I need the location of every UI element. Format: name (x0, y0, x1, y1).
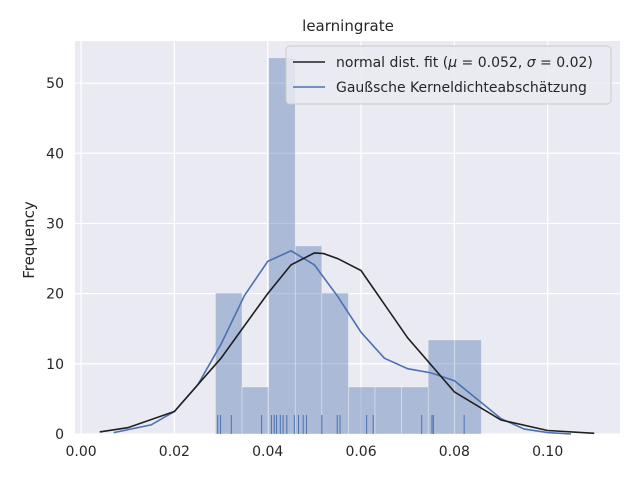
histogram-bar (374, 386, 402, 435)
y-tick-labels: 0 10 20 30 40 50 (46, 76, 64, 443)
histogram-bar (348, 386, 376, 435)
legend-normal-fit-label: normal dist. fit (μ = 0.052, σ = 0.02) (336, 55, 593, 71)
legend-kde-label: Gaußsche Kerneldichteabschätzung (336, 80, 587, 96)
histogram-bar (215, 292, 243, 435)
rug-marks (217, 415, 465, 434)
histogram-bar (294, 245, 323, 435)
legend-box (285, 45, 612, 105)
y-tick-label: 30 (46, 216, 64, 232)
y-tick-label: 50 (46, 76, 64, 92)
y-tick-label: 10 (46, 357, 64, 373)
histogram-bar (454, 339, 482, 435)
kde-series-line (113, 249, 572, 435)
y-tick-label: 40 (46, 146, 64, 162)
histogram-bar (241, 386, 269, 435)
histogram-bars (215, 57, 482, 435)
y-tick-label: 20 (46, 287, 64, 303)
x-tick-labels: 0.00 0.02 0.04 0.06 0.08 0.10 (65, 444, 563, 460)
x-tick-label: 0.06 (345, 444, 376, 460)
grid-lines (75, 41, 620, 435)
plot-background (75, 41, 620, 434)
x-tick-label: 0.04 (252, 444, 283, 460)
x-tick-label: 0.10 (532, 444, 563, 460)
y-tick-label: 0 (55, 427, 64, 443)
x-tick-label: 0.08 (439, 444, 470, 460)
x-tick-label: 0.00 (65, 444, 96, 460)
y-axis-label: Frequency (20, 201, 38, 279)
histogram-bar (401, 386, 429, 435)
x-tick-label: 0.02 (159, 444, 190, 460)
histogram-bar (268, 57, 296, 435)
histogram-bar (321, 292, 349, 435)
legend: normal dist. fit (μ = 0.052, σ = 0.02) G… (285, 45, 612, 105)
chart-title: learningrate (302, 17, 394, 35)
normal-fit-series-line (99, 252, 595, 435)
